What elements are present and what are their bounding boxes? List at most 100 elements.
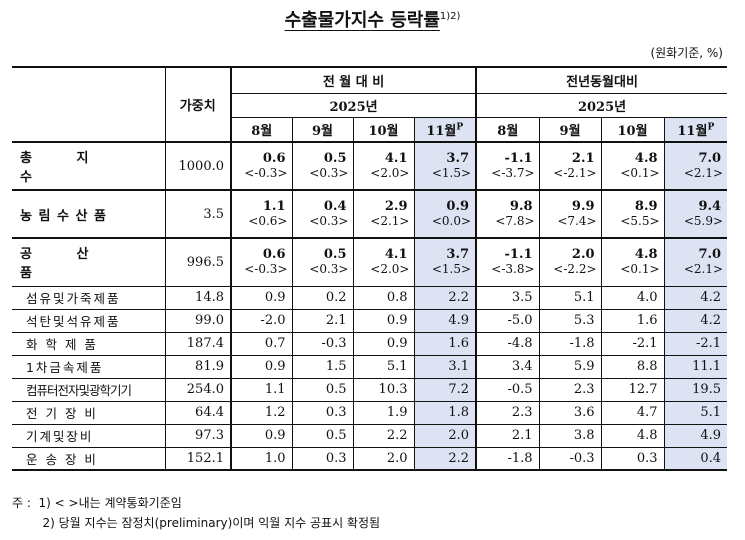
bracket-value-cell: <-0.3> [230,262,292,287]
value-cell: 4.9 [663,424,728,448]
bracket-value-cell: <7.4> [538,214,602,239]
header-year-yoy: 2025년 [475,93,728,118]
value-cell: 2.2 [413,286,477,310]
bracket-value-cell: <1.5> [413,262,477,287]
page-title: 수출물가지수 등락률1)2) [0,6,745,32]
value-cell: 9.9 [538,190,602,214]
row-label: 1 차 금 속 제 품 [12,355,165,379]
header-month: 10월 [600,117,665,143]
row-label: 화 학 제 품 [12,332,165,356]
value-cell: 0.9 [230,355,292,379]
month-label: 10월 [617,123,648,139]
value-cell: 10.3 [352,378,414,402]
value-cell: -0.3 [538,447,602,471]
row-weight: 1000.0 [164,142,231,191]
row-weight: 996.5 [164,238,231,287]
value-cell: 2.3 [475,401,540,425]
table-row: <0.6> <0.3> <2.1> <0.0> <7.8> <7.4> <5.5> <5.9> [12,214,728,239]
bracket-value-cell: <0.1> [600,262,665,287]
table-row: 화 학 제 품 187.4 0.7 -0.3 0.9 1.6 -4.8 -1.8 -2.1 -2.… [12,332,728,356]
prelim-mark: P [456,122,464,133]
table-row: 공 산 품 996.5 0.6 0.5 4.1 3.7 -1.1 2.0 4.8 7.0 [12,238,728,287]
value-cell: 2.0 [413,424,477,448]
value-cell: 3.6 [538,401,602,425]
value-cell: 0.7 [230,332,292,356]
row-label: 컴퓨터전자및광학기기 [12,378,165,402]
value-cell: 0.4 [291,190,353,214]
table-row: 기 계 및 장 비 97.3 0.9 0.5 2.2 2.0 2.1 3.8 4.8 4.9 [12,424,728,448]
bracket-value-cell: <2.0> [352,166,414,191]
header-month: 10월 [352,117,414,143]
value-cell: 1.8 [413,401,477,425]
value-cell: -4.8 [475,332,540,356]
value-cell: 5.1 [538,286,602,310]
bracket-value-cell: <2.1> [352,214,414,239]
value-cell: 4.8 [600,424,665,448]
value-cell: 0.8 [352,286,414,310]
month-label: 8월 [497,123,519,139]
value-cell: -1.1 [475,142,540,166]
row-label: 섬유및가죽제품 [12,286,165,310]
value-cell: 7.2 [413,378,477,402]
value-cell: 1.6 [600,309,665,333]
footnote-2: 2) 당월 지수는 잠정치(preliminary)이며 익월 지수 공표시 확… [12,516,381,530]
value-cell: 2.1 [475,424,540,448]
table-row: <-0.3> <0.3> <2.0> <1.5> <-3.7> <-2.1> <0.1> <2… [12,166,728,191]
value-cell: 12.7 [600,378,665,402]
prelim-mark: P [707,122,715,133]
row-label: 전 기 장 비 [12,401,165,425]
header-month: 8월 [230,117,292,143]
value-cell: 2.1 [291,309,353,333]
value-cell: 3.1 [413,355,477,379]
row-label: 총 지 수 [12,142,165,191]
value-cell: -1.8 [538,332,602,356]
value-cell: 2.2 [352,424,414,448]
value-cell: 0.3 [291,401,353,425]
value-cell: 0.5 [291,142,353,166]
table-row: 농 림 수 산 품 3.5 1.1 0.4 2.9 0.9 9.8 9.9 8.9 9.4 [12,190,728,239]
value-cell: -0.3 [291,332,353,356]
month-label: 11월 [426,123,457,139]
value-cell: 1.9 [352,401,414,425]
value-cell: -2.1 [663,332,728,356]
value-cell: 1.5 [291,355,353,379]
value-cell: 4.8 [600,142,665,166]
value-cell: 1.1 [230,378,292,402]
table-row: 전 기 장 비 64.4 1.2 0.3 1.9 1.8 2.3 3.6 4.7 5.1 [12,401,728,425]
table-row: 운 송 장 비 152.1 1.0 0.3 2.0 2.2 -1.8 -0.3 0.3 0.4 [12,447,728,471]
value-cell: 0.9 [413,190,477,214]
value-cell: 0.3 [291,447,353,471]
value-cell: 1.2 [230,401,292,425]
table-row: 총 지 수 1000.0 0.6 0.5 4.1 3.7 -1.1 2.1 4.8 7.0 [12,142,728,191]
table-row: 1 차 금 속 제 품 81.9 0.9 1.5 5.1 3.1 3.4 5.9 8.8 11.1 [12,355,728,379]
value-cell: 1.1 [230,190,292,214]
bracket-value-cell: <0.0> [413,214,477,239]
row-weight: 152.1 [164,447,231,471]
bracket-value-cell: <-0.3> [230,166,292,191]
bracket-value-cell: <2.1> [663,262,728,287]
value-cell: -1.1 [475,238,540,262]
unit-label: (원화기준, %) [650,46,723,60]
row-label: 기 계 및 장 비 [12,424,165,448]
footnote-1: 주 : 1) < >내는 계약통화기준임 [12,496,182,510]
row-weight: 97.3 [164,424,231,448]
row-label: 공 산 품 [12,238,165,287]
value-cell: 0.9 [352,332,414,356]
header-group-yoy: 전년동월대비 [475,66,728,94]
value-cell: 3.7 [413,238,477,262]
value-cell: -5.0 [475,309,540,333]
value-cell: 2.1 [538,142,602,166]
value-cell: 7.0 [663,142,728,166]
table-row: <-0.3> <0.3> <2.0> <1.5> <-3.8> <-2.2> <0.1> <2… [12,262,728,287]
month-label: 11월 [677,123,708,139]
value-cell: 5.3 [538,309,602,333]
title-text: 수출물가지수 등락률 [284,10,440,31]
bracket-value-cell: <2.1> [663,166,728,191]
value-cell: 2.0 [538,238,602,262]
value-cell: 19.5 [663,378,728,402]
header-month: 9월 [291,117,353,143]
value-cell: 0.4 [663,447,728,471]
value-cell: 3.5 [475,286,540,310]
value-cell: 0.9 [230,286,292,310]
bracket-value-cell: <-2.2> [538,262,602,287]
